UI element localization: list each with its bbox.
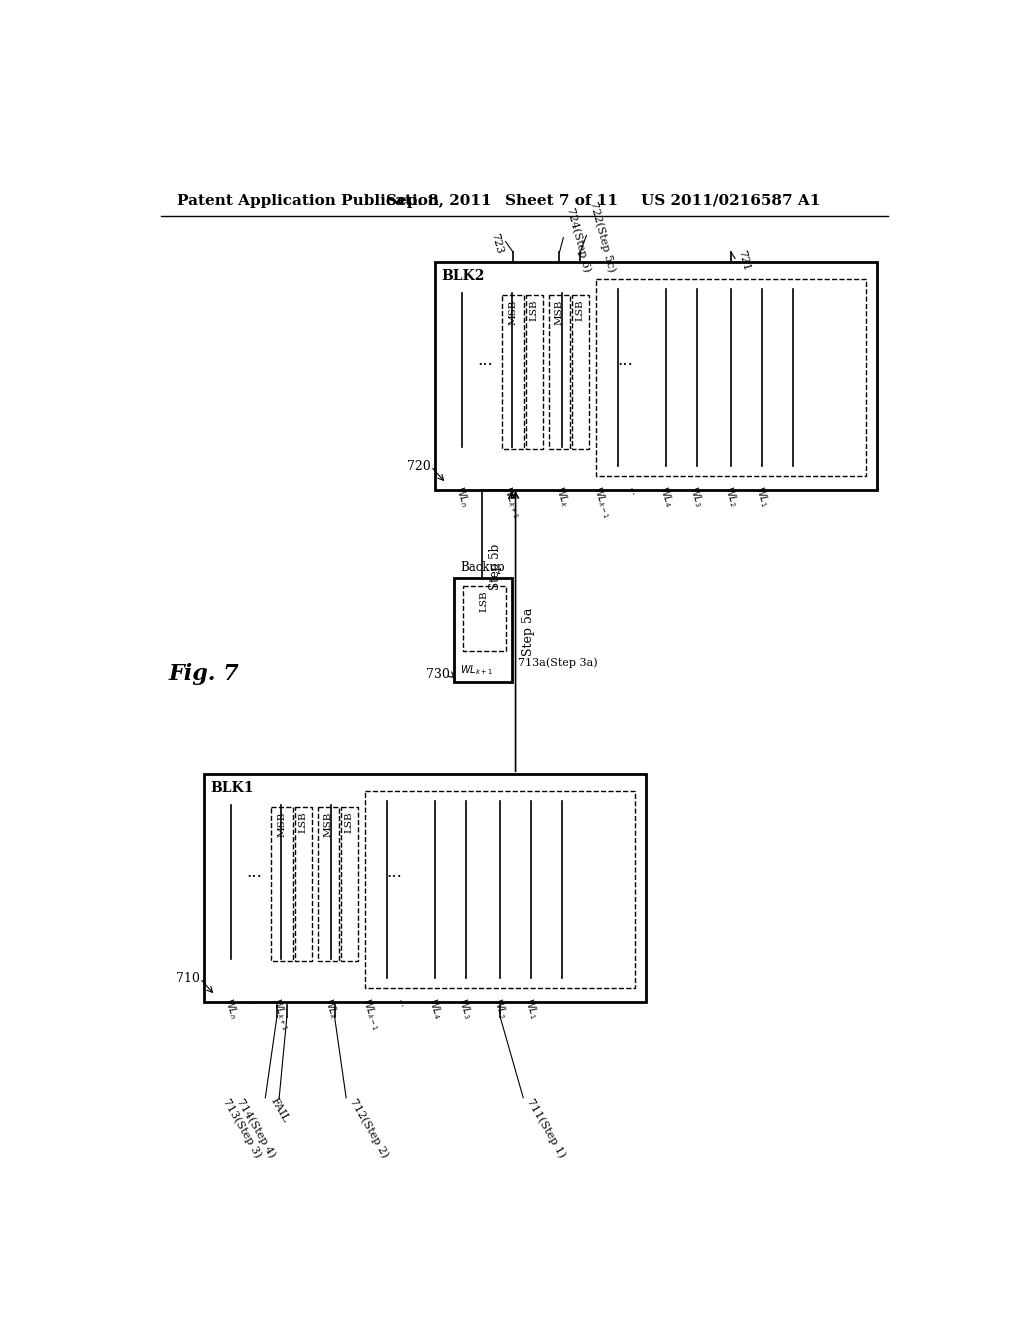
Text: Backup: Backup [460, 561, 505, 574]
Bar [341, 807, 357, 961]
Text: LSB: LSB [345, 812, 353, 833]
Text: LSB: LSB [299, 812, 307, 833]
Text: 711(Step 1): 711(Step 1) [524, 1096, 567, 1159]
Text: $WL_1$: $WL_1$ [521, 997, 541, 1020]
Bar [463, 586, 506, 651]
Bar [317, 807, 339, 961]
Text: $WL_4$: $WL_4$ [655, 484, 676, 508]
Bar [503, 294, 524, 449]
Bar [596, 280, 866, 475]
Text: MSB: MSB [555, 300, 564, 325]
Text: 722(Step 5c): 722(Step 5c) [588, 201, 616, 273]
Text: $WL_2$: $WL_2$ [490, 997, 510, 1020]
Text: $WL_{k+1}$: $WL_{k+1}$ [268, 997, 293, 1032]
Bar [525, 294, 543, 449]
Text: LSB: LSB [479, 590, 488, 612]
Text: 724(Step 6): 724(Step 6) [565, 206, 592, 273]
Text: Fig. 7: Fig. 7 [168, 664, 239, 685]
Text: ...: ... [246, 994, 257, 1007]
Text: $WL_4$: $WL_4$ [425, 997, 444, 1020]
Text: ...: ... [246, 863, 262, 880]
Bar [549, 294, 570, 449]
Text: ...: ... [396, 997, 409, 1008]
Text: MSB: MSB [278, 812, 287, 837]
Bar [454, 578, 512, 682]
Text: $WL_{k+1}$: $WL_{k+1}$ [500, 484, 524, 520]
Text: $WL_n$: $WL_n$ [220, 997, 241, 1020]
Bar [366, 792, 635, 987]
Text: ...: ... [476, 482, 488, 495]
Text: 714(Step 4): 714(Step 4) [236, 1096, 278, 1159]
Bar [204, 775, 646, 1002]
Bar [295, 807, 311, 961]
Text: LSB: LSB [575, 300, 585, 321]
Text: 730: 730 [426, 668, 451, 681]
Text: $WL_{k+1}$: $WL_{k+1}$ [460, 664, 494, 677]
Text: $WL_{k-1}$: $WL_{k-1}$ [591, 484, 614, 520]
Bar [571, 294, 589, 449]
Text: 713a(Step 3a): 713a(Step 3a) [518, 657, 597, 668]
Text: 710: 710 [176, 972, 200, 985]
Text: Sheet 7 of 11: Sheet 7 of 11 [505, 194, 618, 207]
Text: MSB: MSB [324, 812, 333, 837]
Text: BLK2: BLK2 [441, 268, 484, 282]
Text: 723: 723 [488, 231, 504, 255]
Text: Step 5b: Step 5b [488, 544, 502, 590]
Text: MSB: MSB [509, 300, 518, 325]
Text: ...: ... [617, 351, 634, 368]
Bar [271, 807, 293, 961]
Text: $WL_k$: $WL_k$ [321, 997, 341, 1020]
Text: $WL_k$: $WL_k$ [552, 484, 571, 508]
Text: Sep. 8, 2011: Sep. 8, 2011 [386, 194, 492, 207]
Text: $WL_1$: $WL_1$ [752, 484, 772, 508]
Text: 712(Step 2): 712(Step 2) [348, 1096, 390, 1159]
Text: $WL_3$: $WL_3$ [686, 484, 707, 508]
Bar [435, 263, 878, 490]
Text: $WL_2$: $WL_2$ [721, 484, 741, 508]
Text: BLK1: BLK1 [210, 780, 253, 795]
Text: Step 5a: Step 5a [521, 607, 535, 656]
Text: 713(Step 3): 713(Step 3) [221, 1096, 264, 1159]
Text: ...: ... [387, 863, 402, 880]
Text: 720: 720 [408, 459, 431, 473]
Text: ...: ... [628, 484, 639, 496]
Text: $WL_{k-1}$: $WL_{k-1}$ [359, 997, 384, 1032]
Text: US 2011/0216587 A1: US 2011/0216587 A1 [641, 194, 821, 207]
Text: Patent Application Publication: Patent Application Publication [177, 194, 438, 207]
Text: ...: ... [477, 351, 493, 368]
Text: FAIL: FAIL [268, 1096, 291, 1125]
Text: $WL_n$: $WL_n$ [452, 484, 472, 508]
Text: $WL_3$: $WL_3$ [456, 997, 475, 1020]
Text: LSB: LSB [529, 300, 539, 321]
Text: 721: 721 [736, 248, 752, 272]
